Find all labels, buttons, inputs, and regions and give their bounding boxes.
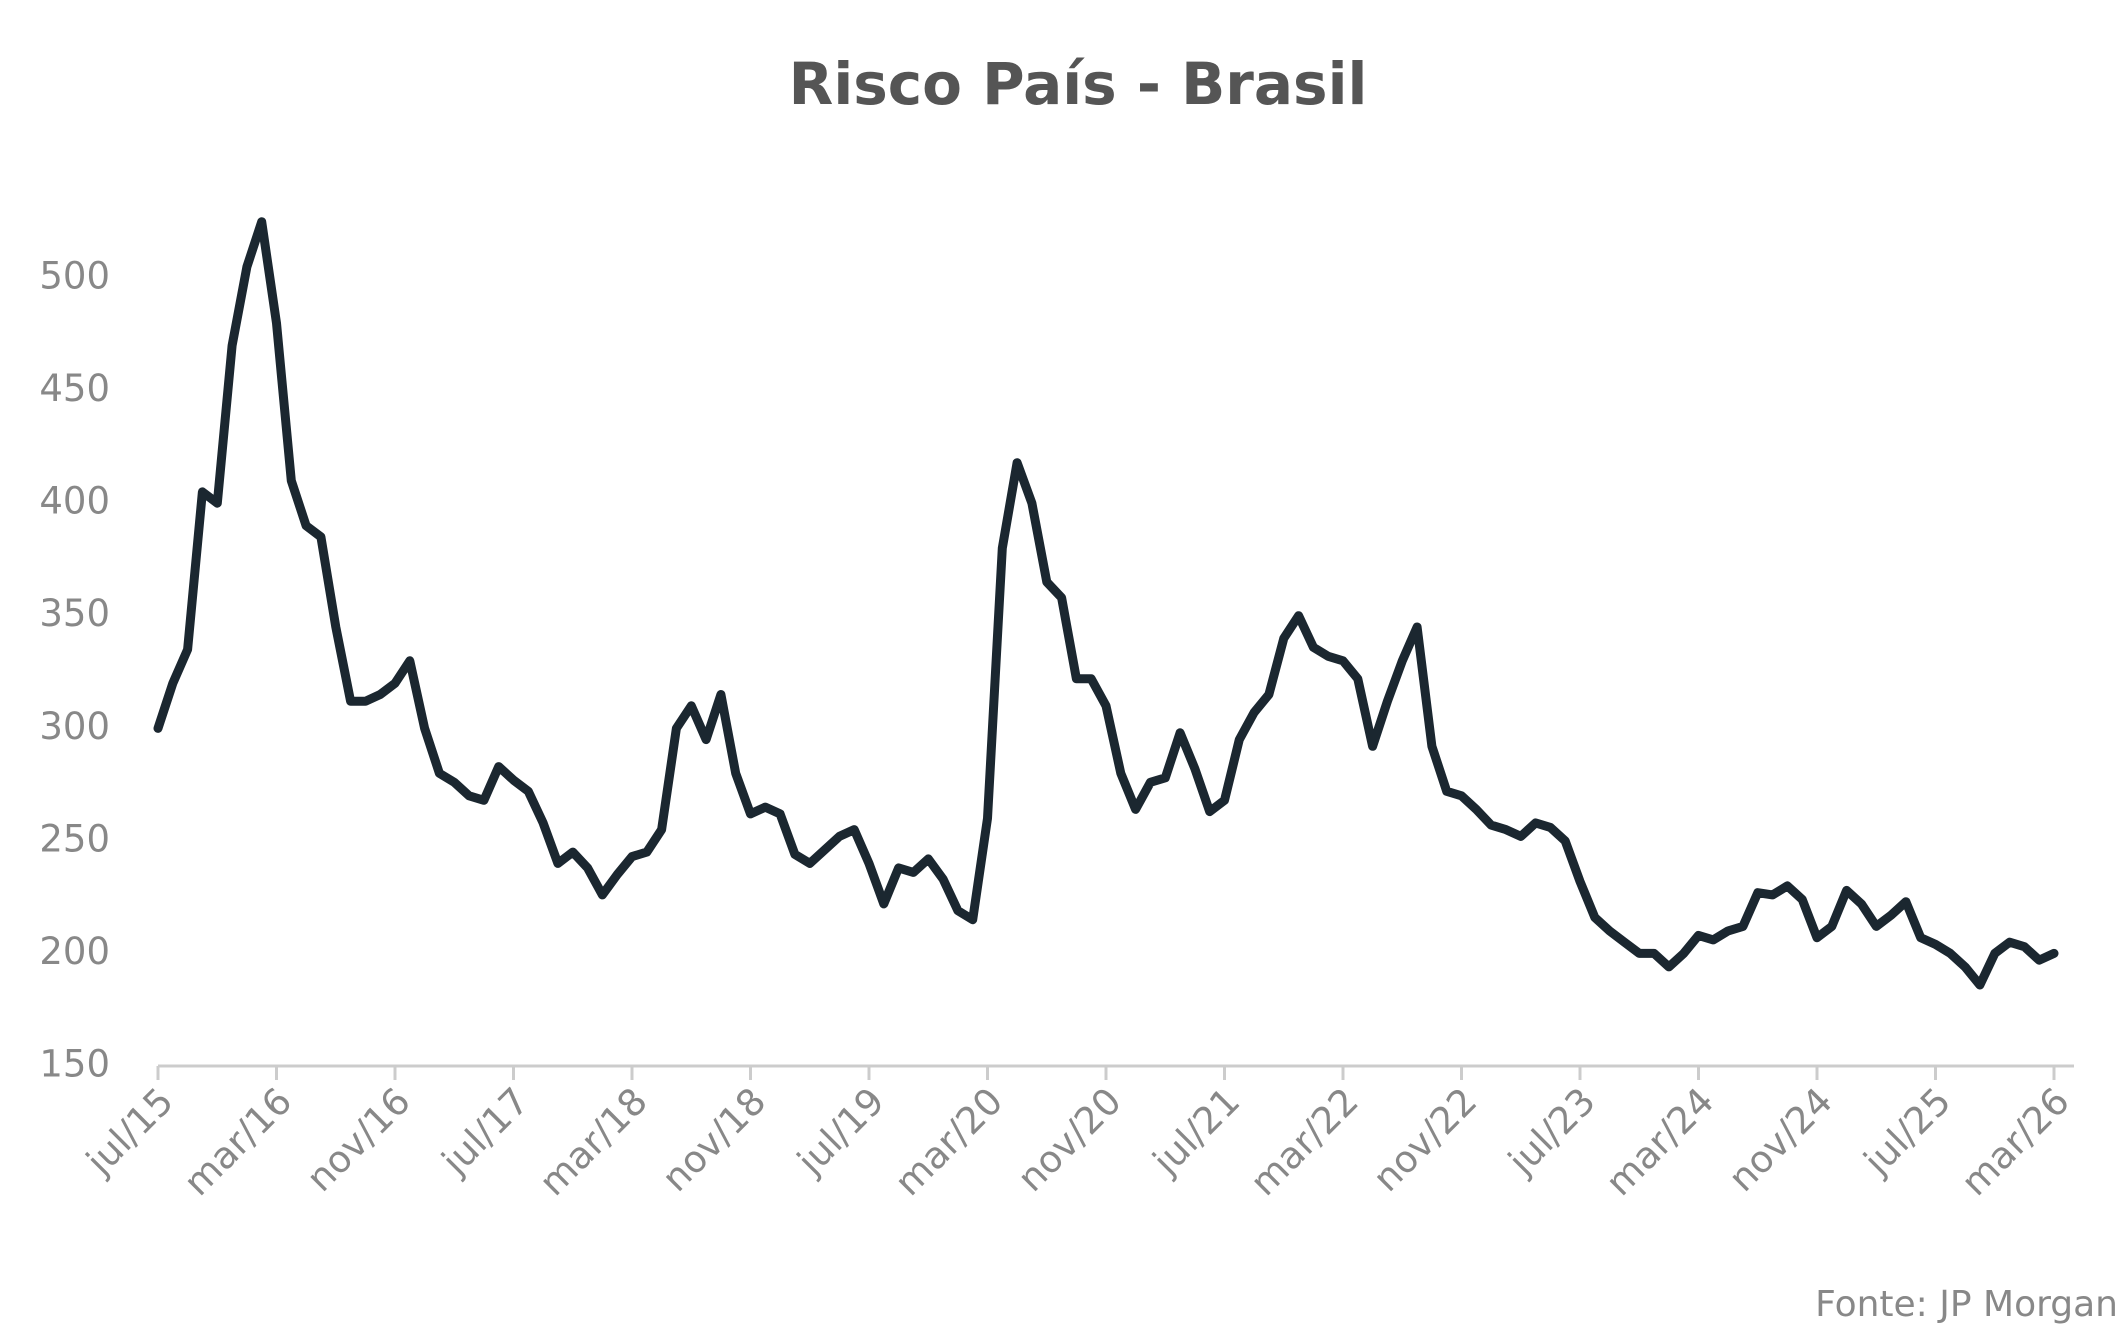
y-tick-label: 500 (39, 255, 110, 298)
y-tick-label: 250 (39, 817, 110, 860)
x-tick-label: mar/24 (1597, 1079, 1722, 1204)
data-line (153, 217, 2059, 990)
x-tick-label: nov/22 (1365, 1079, 1486, 1200)
x-tick-label: mar/18 (531, 1079, 656, 1204)
x-tick-label: nov/24 (1720, 1079, 1841, 1200)
y-tick-label: 450 (39, 367, 110, 410)
y-tick-label: 300 (39, 705, 110, 748)
x-tick-label: jul/23 (1499, 1079, 1603, 1183)
x-tick-label: jul/17 (433, 1079, 537, 1183)
x-tick-label: jul/21 (1144, 1079, 1248, 1183)
y-tick-label: 400 (39, 480, 110, 523)
x-tick-label: jul/19 (788, 1079, 892, 1183)
x-tick-label: mar/26 (1953, 1079, 2078, 1204)
y-tick-label: 200 (39, 930, 110, 973)
source-note: Fonte: JP Morgan (1815, 1284, 2118, 1325)
x-tick-label: mar/20 (886, 1079, 1011, 1204)
y-tick-label: 350 (39, 592, 110, 635)
x-tick-label: nov/20 (1009, 1079, 1130, 1200)
x-tick-label: mar/22 (1242, 1079, 1367, 1204)
x-tick-label: jul/15 (77, 1079, 181, 1183)
chart-title: Risco País - Brasil (789, 50, 1368, 118)
x-tick-label: mar/16 (175, 1079, 300, 1204)
x-tick-label: nov/16 (298, 1079, 419, 1200)
y-tick-label: 150 (39, 1043, 110, 1086)
x-tick-label: jul/25 (1855, 1079, 1959, 1183)
x-tick-label: nov/18 (654, 1079, 775, 1200)
